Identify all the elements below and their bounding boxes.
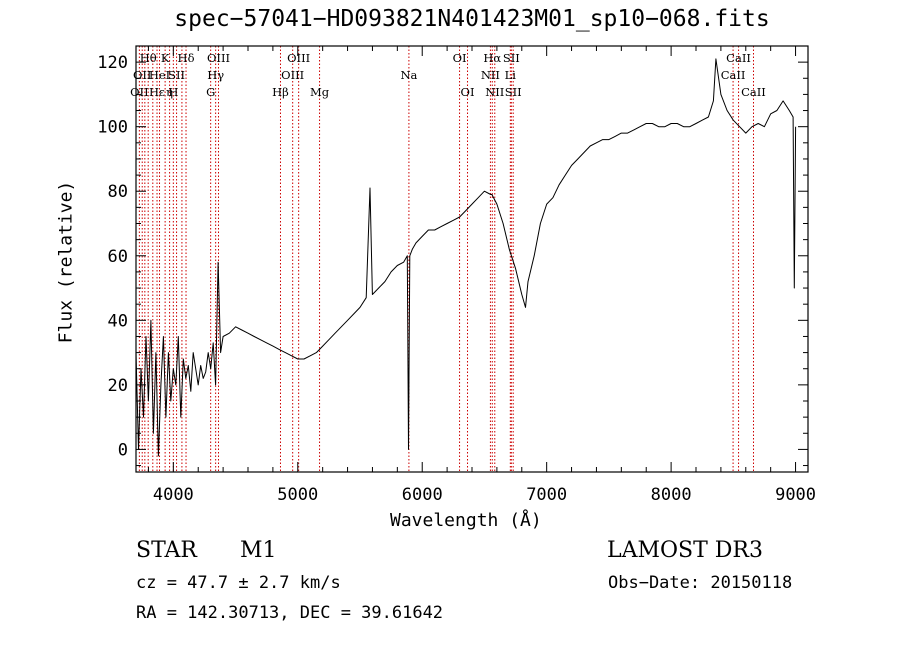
y-tick-label: 60 (108, 247, 128, 267)
line-marker-label: CaII (726, 51, 751, 65)
y-tick-label: 0 (118, 440, 128, 460)
line-marker-label: G (206, 85, 215, 99)
line-marker-label: CaII (721, 68, 746, 82)
line-marker-label: Na (400, 68, 417, 82)
y-tick-label: 40 (108, 311, 128, 331)
line-marker-label: Hα (483, 51, 501, 65)
line-marker-label: Hδ (178, 51, 195, 65)
line-marker-label: SII (503, 51, 520, 65)
line-marker-label: NII (485, 85, 504, 99)
line-marker-label: Hγ (207, 68, 224, 82)
x-tick-label: 8000 (651, 485, 692, 505)
line-marker-label: η (166, 85, 173, 99)
plot-frame (135, 45, 809, 473)
line-marker-label: OII (130, 85, 149, 99)
line-marker-label: H (168, 85, 178, 99)
y-tick-label: 120 (97, 53, 128, 73)
x-tick-label: 4000 (153, 485, 194, 505)
redshift-text: cz = 47.7 ± 2.7 km/s (136, 573, 341, 593)
line-marker-label: CaII (741, 85, 766, 99)
x-tick-label: 5000 (277, 485, 318, 505)
line-marker-label: SII (168, 68, 185, 82)
obs-date-text: Obs−Date: 20150118 (608, 573, 793, 593)
line-marker-label: OII (133, 68, 152, 82)
y-tick-label: 80 (108, 182, 128, 202)
x-tick-label: 7000 (526, 485, 567, 505)
line-marker-label: HeI (149, 68, 170, 82)
line-marker-label: K (161, 51, 170, 65)
line-marker-label: Hθ (140, 51, 157, 65)
line-marker-label: OIII (207, 51, 230, 65)
line-marker-label: Mg (310, 85, 330, 99)
line-marker-label: SII (505, 85, 522, 99)
coordinates-text: RA = 142.30713, DEC = 39.61642 (136, 603, 444, 623)
x-axis-label: Wavelength (Å) (390, 510, 542, 531)
line-marker-label: OIII (281, 68, 304, 82)
x-tick-label: 6000 (402, 485, 443, 505)
spectrum-series-line (135, 58, 797, 457)
chart-title: spec−57041−HD093821N401423M01_sp10−068.f… (174, 6, 770, 32)
y-tick-label: 100 (97, 118, 128, 138)
survey-label: LAMOST DR3 (607, 538, 763, 563)
line-marker-label: NII (481, 68, 500, 82)
line-marker-label: OIII (287, 51, 310, 65)
x-tick-label: 9000 (775, 485, 816, 505)
line-marker-label: OI (461, 85, 475, 99)
object-class: STAR (136, 538, 197, 563)
line-marker-label: Li (505, 68, 517, 82)
line-marker-label: OI (453, 51, 467, 65)
y-tick-label: 20 (108, 376, 128, 396)
line-marker-label: Hβ (272, 85, 289, 99)
y-axis-label: Flux (relative) (55, 180, 77, 344)
line-marker-label: Hε (149, 85, 165, 99)
object-subclass: M1 (240, 538, 277, 563)
